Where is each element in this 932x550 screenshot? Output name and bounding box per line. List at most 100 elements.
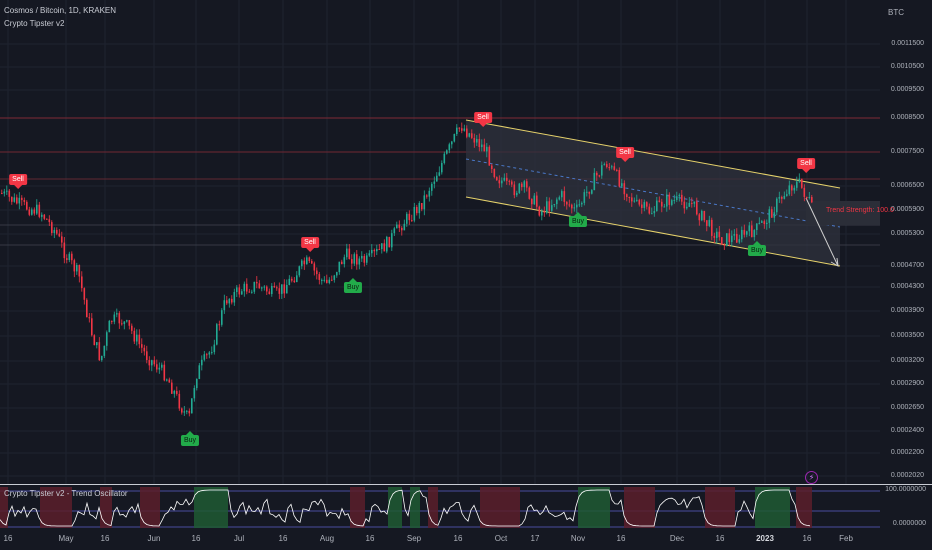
time-tick-label: May <box>58 534 74 543</box>
candle-body <box>61 236 63 243</box>
candle-body <box>223 300 226 311</box>
candle-body <box>208 352 211 355</box>
candle-body <box>578 204 581 206</box>
candle-body <box>63 242 66 259</box>
candle-body <box>53 229 56 234</box>
candle-body <box>673 199 676 201</box>
candle-body <box>41 214 43 217</box>
candle-body <box>273 286 276 288</box>
candle-body <box>366 255 368 263</box>
candle-body <box>411 220 413 222</box>
candle-body <box>608 167 611 169</box>
time-tick-label: 16 <box>802 534 812 543</box>
candle-body <box>276 287 278 289</box>
candle-body <box>626 194 628 198</box>
candle-body <box>266 286 268 292</box>
candle-body <box>651 213 653 215</box>
price-tick-label: 0.0009500 <box>890 86 924 93</box>
candle-body <box>196 378 198 389</box>
candle-body <box>796 181 798 188</box>
candle-body <box>338 261 341 273</box>
candle-body <box>296 275 298 283</box>
candle-body <box>111 320 113 322</box>
candle-body <box>618 170 621 187</box>
candle-body <box>418 202 421 214</box>
time-tick-label: 16 <box>715 534 725 543</box>
symbol-legend[interactable]: Cosmos / Bitcoin, 1D, KRAKEN <box>4 6 117 15</box>
candle-body <box>696 201 698 215</box>
time-tick-label: Oct <box>494 534 508 543</box>
candle-body <box>256 281 258 284</box>
candle-body <box>631 197 633 202</box>
candle-body <box>671 200 673 205</box>
candle-body <box>163 364 166 381</box>
candle-body <box>548 201 551 211</box>
candle-body <box>781 197 783 199</box>
candle-body <box>433 181 436 184</box>
osc-bull-zone <box>388 487 402 528</box>
osc-bear-zone <box>624 487 655 528</box>
price-tick-label: 0.0008500 <box>890 114 924 121</box>
candle-body <box>806 196 808 198</box>
candle-body <box>766 222 768 225</box>
candle-body <box>438 172 441 176</box>
candle-body <box>486 146 488 152</box>
osc-bear-zone <box>705 487 735 528</box>
candle-body <box>426 195 428 197</box>
candle-body <box>96 342 98 346</box>
lightning-icon[interactable]: ⚡ <box>805 471 818 484</box>
candle-body <box>643 202 646 208</box>
candle-body <box>383 243 386 252</box>
trend-strength-label: Trend Strength: 100.0 <box>826 207 894 214</box>
candle-body <box>173 390 176 394</box>
trend-oscillator-plot <box>0 487 880 528</box>
candle-body <box>166 379 168 381</box>
candle-body <box>218 324 221 326</box>
candle-body <box>743 229 746 235</box>
candle-body <box>596 172 598 176</box>
candle-body <box>761 221 763 223</box>
regression-channel <box>465 119 880 267</box>
candle-body <box>11 196 13 202</box>
candle-body <box>151 360 153 366</box>
candle-body <box>746 231 748 235</box>
candle-body <box>653 210 656 214</box>
candle-body <box>186 410 188 412</box>
candle-body <box>686 206 688 209</box>
candle-body <box>526 181 528 188</box>
candle-body <box>358 258 361 265</box>
oscillator-line <box>0 489 811 527</box>
time-tick-label: 17 <box>530 534 540 543</box>
candle-body <box>278 288 281 294</box>
candle-body <box>76 265 78 272</box>
candle-body <box>736 233 738 243</box>
pane-separator[interactable] <box>0 484 932 485</box>
oscillator-legend[interactable]: Crypto Tipster v2 - Trend Oscillator <box>4 489 128 498</box>
candle-body <box>716 231 718 238</box>
candle-body <box>138 334 141 345</box>
candle-body <box>786 194 788 196</box>
candle-body <box>241 291 243 295</box>
candle-body <box>393 228 396 234</box>
indicator-legend[interactable]: Crypto Tipster v2 <box>4 19 65 28</box>
time-tick-label: 16 <box>453 534 463 543</box>
currency-label: BTC <box>888 8 904 17</box>
candle-body <box>81 276 83 289</box>
candle-body <box>263 286 266 288</box>
candle-body <box>613 166 616 170</box>
time-tick-label: 16 <box>3 534 13 543</box>
candle-body <box>26 201 28 210</box>
candle-body <box>758 222 761 224</box>
candle-body <box>261 287 263 289</box>
candle-body <box>326 279 328 283</box>
candle-body <box>121 323 123 325</box>
osc-bear-zone <box>100 487 112 528</box>
candle-body <box>236 287 238 293</box>
candle-body <box>108 320 111 333</box>
osc-bear-zone <box>796 487 812 528</box>
candle-body <box>371 249 373 254</box>
candle-body <box>123 321 126 325</box>
candle-body <box>331 279 333 281</box>
